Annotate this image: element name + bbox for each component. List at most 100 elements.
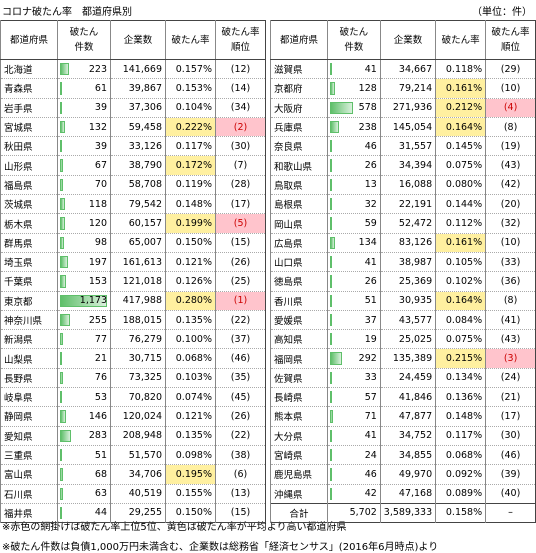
prefecture-cell: 栃木県 <box>0 213 58 234</box>
prefecture-cell: 宮崎県 <box>270 445 328 466</box>
count-text: 71 <box>364 410 377 422</box>
prefecture-cell: 鹿児島県 <box>270 464 328 485</box>
rate-cell: 0.105% <box>435 252 486 273</box>
table-row: 石川県 63 40,519 0.155% (13) <box>0 484 266 504</box>
count-cell: 41 <box>326 252 381 273</box>
rate-cell: 0.155% <box>165 484 216 504</box>
data-bar <box>60 63 69 76</box>
column-header: 破たん率 <box>165 20 216 60</box>
firms-cell: 73,325 <box>110 368 166 389</box>
table-row: 東京都 1,173 417,988 0.280% (1) <box>0 291 266 311</box>
rank-cell: (14) <box>215 78 266 99</box>
count-cell: 134 <box>326 233 381 253</box>
rate-cell: 0.126% <box>165 271 216 292</box>
prefecture-cell: 大分県 <box>270 426 328 446</box>
table-row: 福岡県 292 135,389 0.215% (3) <box>270 348 536 369</box>
table-row: 千葉県 153 121,018 0.126% (25) <box>0 271 266 292</box>
rate-cell: 0.068% <box>435 445 486 466</box>
prefecture-cell: 滋賀県 <box>270 59 328 80</box>
count-text: 44 <box>94 507 107 519</box>
firms-cell: 51,570 <box>110 445 166 466</box>
table-row: 島根県 32 22,191 0.144% (20) <box>270 194 536 215</box>
firms-cell: 65,007 <box>110 233 166 253</box>
rate-cell: 0.068% <box>165 348 216 369</box>
count-cell: 57 <box>326 387 381 408</box>
rank-cell: (13) <box>215 484 266 504</box>
count-text: 283 <box>88 430 107 442</box>
count-text: 132 <box>88 121 107 133</box>
table-row: 兵庫県 238 145,054 0.164% (8) <box>270 117 536 138</box>
prefecture-cell: 新潟県 <box>0 329 58 350</box>
count-text: 153 <box>88 275 107 287</box>
count-cell: 63 <box>57 484 111 504</box>
rate-cell: 0.102% <box>435 271 486 292</box>
count-text: 120 <box>88 218 107 230</box>
prefecture-cell: 福井県 <box>0 503 58 524</box>
rate-cell: 0.119% <box>165 175 216 196</box>
title: コロナ破たん率 都道府県別 <box>2 7 132 18</box>
prefecture-cell: 石川県 <box>0 484 58 504</box>
rate-cell: 0.199% <box>165 213 216 234</box>
count-cell: 39 <box>57 136 111 157</box>
data-bar <box>329 294 332 307</box>
rate-cell: 0.161% <box>435 78 486 99</box>
firms-cell: 141,669 <box>110 59 166 80</box>
data-bar <box>60 429 72 442</box>
count-text: 41 <box>364 256 377 268</box>
firms-cell: 38,790 <box>110 155 166 176</box>
data-bar <box>60 82 63 95</box>
count-cell: 153 <box>57 271 111 292</box>
firms-cell: 31,557 <box>379 136 436 157</box>
count-cell: 41 <box>326 426 381 446</box>
firms-cell: 47,168 <box>379 484 436 504</box>
count-cell: 41 <box>326 59 381 80</box>
rate-cell: 0.084% <box>435 310 486 331</box>
prefecture-cell: 茨城県 <box>0 194 58 215</box>
table-row: 大分県 41 34,752 0.117% (30) <box>270 426 536 446</box>
firms-cell: 30,715 <box>110 348 166 369</box>
prefecture-cell: 岩手県 <box>0 98 58 118</box>
prefecture-cell: 長崎県 <box>270 387 328 408</box>
data-bar <box>329 63 332 76</box>
rank-cell: (17) <box>215 194 266 215</box>
count-text: 32 <box>364 198 377 210</box>
prefecture-cell: 香川県 <box>270 291 328 311</box>
count-text: 57 <box>364 391 377 403</box>
rate-cell: 0.153% <box>165 78 216 99</box>
rate-cell: 0.150% <box>165 503 216 524</box>
rate-cell: 0.195% <box>165 464 216 485</box>
count-cell: 128 <box>326 78 381 99</box>
rank-cell: (22) <box>215 426 266 446</box>
rank-cell: (26) <box>215 406 266 427</box>
count-cell: 13 <box>326 175 381 196</box>
count-text: 21 <box>94 353 107 365</box>
data-bar <box>60 217 65 230</box>
rate-cell: 0.222% <box>165 117 216 138</box>
firms-cell: 33,126 <box>110 136 166 157</box>
prefecture-cell: 愛知県 <box>0 426 58 446</box>
rate-cell: 0.158% <box>435 502 486 524</box>
count-text: 61 <box>94 82 107 94</box>
firms-cell: 25,025 <box>379 329 436 350</box>
count-cell: 238 <box>326 117 381 138</box>
rank-cell: (6) <box>215 464 266 485</box>
data-bar <box>60 371 64 385</box>
count-text: 68 <box>94 468 107 480</box>
rank-cell: (3) <box>485 348 536 369</box>
prefecture-cell: 広島県 <box>270 233 328 253</box>
data-bar <box>329 448 332 462</box>
table-row: 鳥取県 13 16,088 0.080% (42) <box>270 175 536 196</box>
count-text: 70 <box>94 179 107 191</box>
count-cell: 197 <box>57 252 111 273</box>
rank-cell: (21) <box>485 387 536 408</box>
header-row: 都道府県 破たん 件数 企業数 破たん率 破たん率 順位 <box>0 20 266 60</box>
firms-cell: 47,877 <box>379 406 436 427</box>
rate-cell: 0.280% <box>165 291 216 311</box>
count-text: 51 <box>364 295 377 307</box>
rank-cell: (32) <box>485 213 536 234</box>
count-text: 46 <box>364 468 377 480</box>
count-cell: 53 <box>57 387 111 408</box>
firms-cell: 3,589,333 <box>379 502 436 524</box>
data-bar <box>60 448 63 462</box>
rank-cell: (40) <box>485 484 536 504</box>
